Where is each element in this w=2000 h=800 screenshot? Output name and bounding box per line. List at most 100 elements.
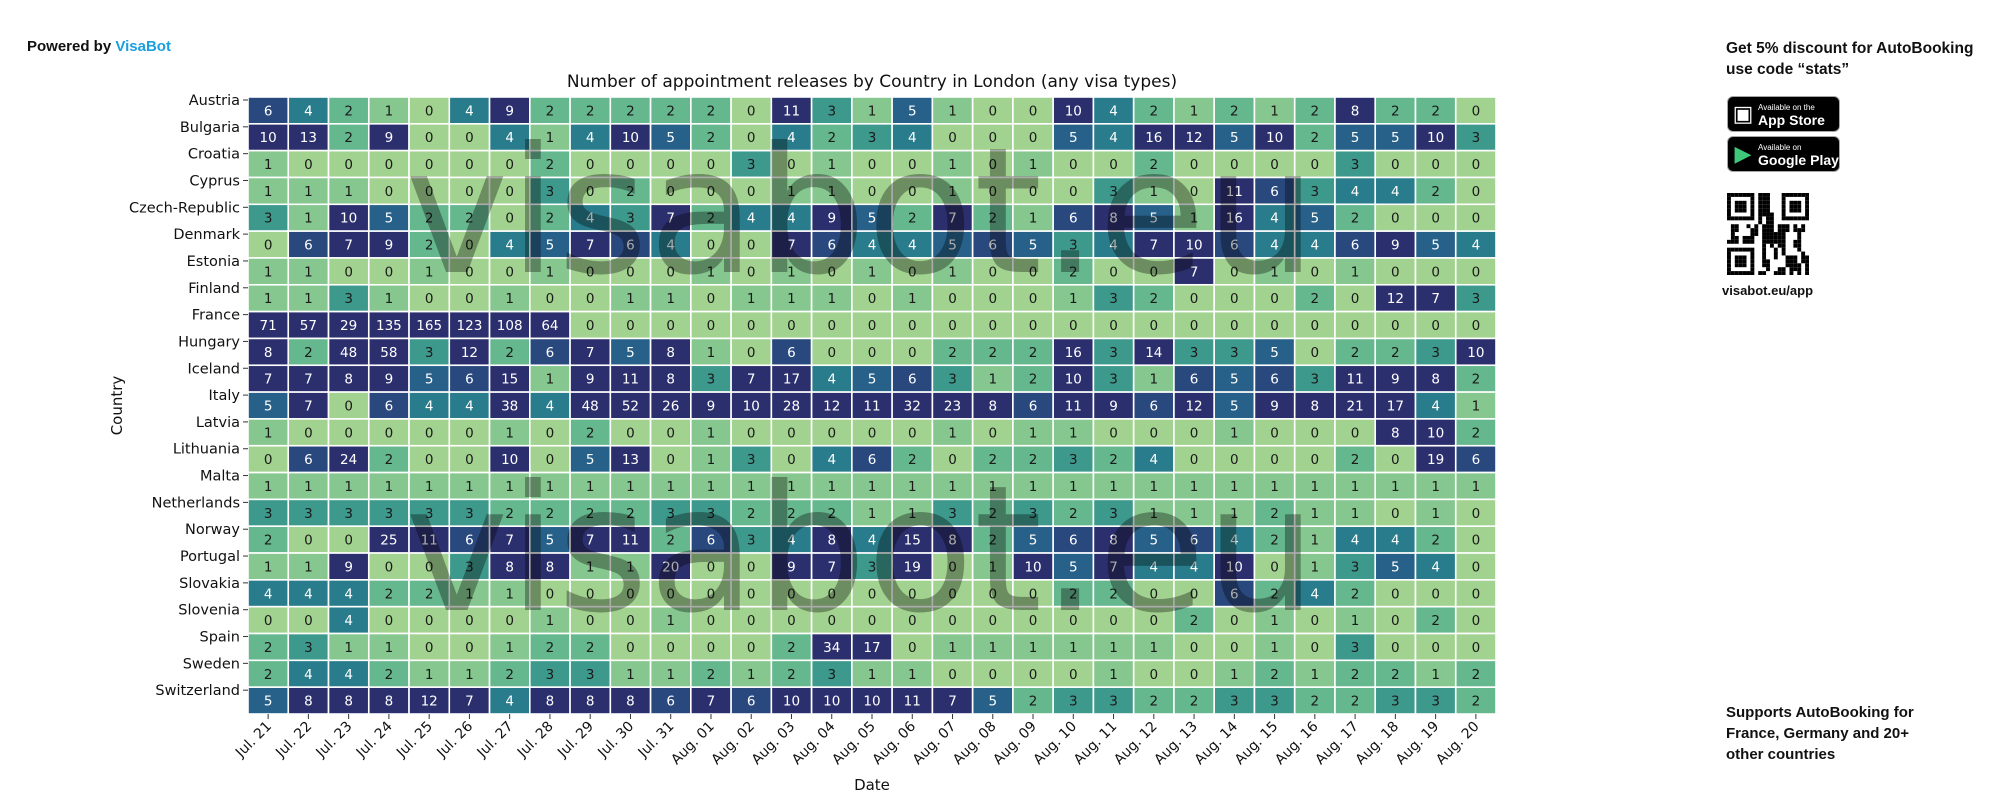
cell-label: 6: [1230, 586, 1239, 602]
heatmap-cell: [327, 605, 370, 635]
cell-label: 3: [707, 372, 716, 388]
cell-label: 6: [1270, 184, 1279, 200]
cell-label: 0: [425, 291, 434, 307]
cell-label: 0: [465, 238, 474, 254]
heatmap-cell: [1414, 230, 1457, 259]
cell-label: 3: [827, 667, 836, 683]
cell-label: 12: [1185, 130, 1202, 146]
cell-label: 0: [1190, 425, 1199, 441]
heatmap-cell: [1414, 579, 1457, 608]
cell-label: 19: [904, 559, 921, 575]
x-tick-label: Jul. 28: [514, 719, 557, 762]
x-tick-label: Aug. 05: [829, 719, 879, 769]
cell-label: 0: [1311, 157, 1320, 173]
cell-label: 1: [304, 211, 313, 227]
cell-label: 6: [465, 372, 474, 388]
y-tick-label: Czech-Republic: [129, 200, 240, 216]
cell-label: 0: [465, 157, 474, 173]
cell-label: 0: [1311, 264, 1320, 280]
x-axis-label: Date: [854, 776, 890, 794]
cell-label: 2: [264, 667, 273, 683]
cell-label: 2: [787, 506, 796, 522]
cell-label: 0: [425, 559, 434, 575]
y-tick-label: Latvia: [196, 415, 240, 431]
cell-label: 0: [626, 586, 635, 602]
cell-label: 1: [868, 667, 877, 683]
cell-label: 2: [505, 667, 514, 683]
cell-label: 3: [1311, 372, 1320, 388]
x-tick-label: Aug. 07: [910, 719, 960, 769]
qr-code-icon[interactable]: [1727, 193, 1809, 275]
cell-label: 1: [1069, 425, 1078, 441]
cell-label: 0: [505, 613, 514, 629]
heatmap-cell: [891, 605, 934, 635]
cell-label: 17: [1387, 399, 1404, 415]
cell-label: 0: [988, 157, 997, 173]
cell-label: 2: [546, 640, 555, 656]
cell-label: 1: [747, 667, 756, 683]
visabot-link[interactable]: VisaBot: [115, 38, 171, 55]
cell-label: 0: [626, 157, 635, 173]
cell-label: 0: [1190, 640, 1199, 656]
cell-label: 0: [1391, 452, 1400, 468]
heatmap-cell: [367, 257, 410, 286]
cell-label: 2: [1351, 345, 1360, 361]
cell-label: 0: [1472, 264, 1481, 280]
cell-label: 1: [546, 613, 555, 629]
cell-label: 1: [1150, 640, 1159, 656]
cell-label: 4: [787, 533, 796, 549]
heatmap-cell: [488, 337, 531, 367]
cell-label: 0: [868, 184, 877, 200]
cell-label: 0: [1029, 184, 1038, 200]
x-tick-label: Aug. 16: [1272, 718, 1322, 768]
heatmap-cell: [690, 337, 732, 367]
cell-label: 5: [1270, 345, 1279, 361]
cell-label: 1: [344, 479, 353, 495]
heatmap-cell: [367, 632, 410, 662]
cell-label: 0: [666, 452, 675, 468]
heatmap-cell: [1132, 364, 1175, 393]
cell-label: 0: [747, 559, 756, 575]
cell-label: 0: [1230, 291, 1239, 307]
cell-label: 1: [1472, 399, 1481, 415]
heatmap-cell: [851, 149, 893, 179]
heatmap-cell: [488, 257, 531, 286]
app-store-badge[interactable]: ▣ Available on the App Store: [1727, 96, 1840, 132]
cell-label: 0: [1270, 291, 1279, 307]
cell-label: 5: [1029, 238, 1038, 254]
cell-label: 3: [385, 506, 394, 522]
cell-label: 0: [1311, 452, 1320, 468]
heatmap-cell: [448, 364, 491, 393]
google-play-badge[interactable]: ▶ Available on Google Play: [1727, 136, 1840, 172]
qr-caption[interactable]: visabot.eu/app: [1722, 283, 1814, 298]
cell-label: 0: [1270, 452, 1279, 468]
cell-label: 1: [827, 291, 836, 307]
heatmap-cell: [730, 364, 773, 393]
cell-label: 5: [586, 452, 595, 468]
cell-label: 8: [988, 399, 997, 415]
chart-title: Number of appointment releases by Countr…: [567, 72, 1177, 92]
cell-label: 1: [948, 103, 957, 119]
cell-label: 3: [1029, 506, 1038, 522]
cell-label: 1: [304, 264, 313, 280]
cell-label: 0: [264, 452, 273, 468]
x-tick-label: Aug. 12: [1111, 719, 1161, 769]
heatmap-cell: [287, 230, 330, 259]
cell-label: 1: [666, 613, 675, 629]
cell-label: 1: [264, 291, 273, 307]
heatmap-cell: [488, 471, 531, 501]
cell-label: 0: [1029, 291, 1038, 307]
cell-label: 1: [465, 479, 474, 495]
cell-label: 12: [1185, 399, 1202, 415]
heatmap-cell: [488, 149, 531, 179]
heatmap-cell: [1213, 605, 1256, 635]
appstore-small-text: Available on the: [1758, 103, 1815, 112]
cell-label: 1: [385, 103, 394, 119]
cell-label: 3: [586, 667, 595, 683]
cell-label: 10: [260, 130, 277, 146]
cell-label: 1: [344, 640, 353, 656]
heatmap-cell: [609, 203, 652, 232]
cell-label: 0: [948, 130, 957, 146]
cell-label: 0: [505, 211, 514, 227]
heatmap-cell: [1293, 257, 1336, 286]
